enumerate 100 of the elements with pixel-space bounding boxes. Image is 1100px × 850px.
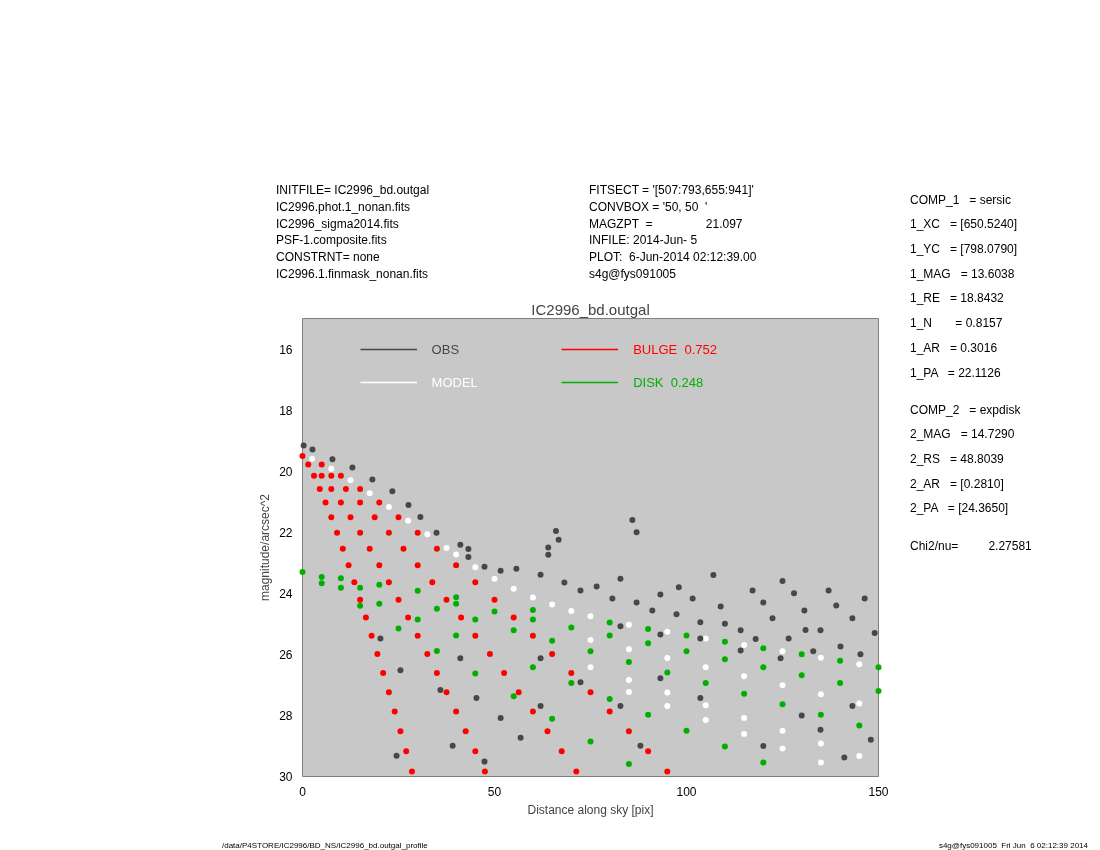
- chart-title: IC2996_bd.outgal: [531, 300, 650, 318]
- legend-label: OBS: [431, 341, 460, 357]
- point: [309, 455, 316, 462]
- point: [664, 655, 671, 662]
- point: [875, 664, 882, 671]
- x-axis-title: Distance along sky [pix]: [527, 802, 654, 817]
- point: [366, 490, 373, 497]
- point: [433, 648, 440, 654]
- point: [549, 715, 556, 722]
- y-tick-label: 20: [279, 464, 293, 479]
- point: [625, 688, 632, 695]
- point: [357, 602, 364, 609]
- point: [414, 587, 421, 594]
- point: [875, 688, 882, 694]
- point: [405, 517, 412, 524]
- point: [587, 738, 594, 745]
- y-tick-label: 30: [279, 770, 293, 784]
- point: [443, 545, 450, 552]
- point: [472, 616, 479, 623]
- y-tick-label: 28: [279, 708, 293, 723]
- point: [837, 680, 844, 687]
- point: [645, 626, 652, 633]
- point: [645, 711, 652, 718]
- point: [606, 619, 613, 626]
- point: [702, 702, 709, 709]
- point: [491, 575, 498, 582]
- point: [299, 568, 306, 575]
- point: [683, 632, 690, 639]
- point: [741, 731, 748, 738]
- point: [625, 621, 632, 628]
- point: [414, 616, 421, 623]
- point: [328, 465, 335, 472]
- point: [817, 740, 824, 747]
- text: /data/P4STORE/IC2996/BD_NS/IC2996_bd.outgal_profile: [222, 841, 429, 850]
- point: [568, 608, 575, 614]
- point: [760, 664, 767, 671]
- text: COMP_1 = sersic 1_XC = [650.5240] 1_YC = [798.0790] 1_MAG = 13.6038 1_RE = 18.8432 1_N = 0.8157 1_AR = 0.3016 1_PA = 22.1126: [910, 191, 1019, 382]
- y-tick-label: 18: [279, 403, 293, 418]
- point: [856, 753, 863, 760]
- point: [529, 664, 536, 671]
- point: [337, 575, 344, 582]
- point: [817, 691, 824, 698]
- point: [741, 641, 748, 648]
- point: [318, 574, 325, 581]
- point: [568, 680, 575, 687]
- y-tick-label: 26: [279, 647, 293, 662]
- point: [760, 645, 767, 652]
- point: [606, 695, 613, 702]
- point: [625, 760, 632, 767]
- point: [549, 601, 556, 608]
- point: [702, 717, 709, 724]
- point: [856, 722, 863, 729]
- point: [779, 648, 786, 655]
- point: [856, 661, 863, 668]
- x-tick-label: 50: [487, 784, 502, 799]
- point: [587, 648, 594, 655]
- point: [779, 745, 786, 752]
- y-axis-title: magnitude/arcsec^2: [258, 493, 273, 602]
- point: [395, 625, 402, 632]
- point: [702, 664, 709, 671]
- point: [721, 743, 728, 750]
- y-tick-label: 24: [279, 586, 293, 601]
- point: [741, 673, 748, 680]
- x-tick-label: 150: [868, 784, 889, 799]
- point: [664, 702, 671, 709]
- point: [721, 656, 728, 663]
- point: [472, 670, 479, 677]
- legend-label: DISK 0.248: [633, 374, 704, 390]
- point: [779, 682, 786, 689]
- point: [587, 664, 594, 671]
- text: s4g@fys091005 Fri Jun 6 02:12:39 2014: [937, 841, 1088, 850]
- point: [472, 564, 479, 571]
- point: [798, 651, 805, 658]
- x-tick-label: 0: [299, 784, 307, 799]
- point: [376, 600, 383, 607]
- point: [721, 638, 728, 645]
- point: [529, 594, 536, 601]
- point: [625, 659, 632, 665]
- point: [760, 759, 767, 766]
- point: [702, 680, 709, 687]
- point: [510, 585, 517, 592]
- point: [837, 657, 844, 664]
- point: [606, 632, 613, 639]
- point: [424, 531, 431, 538]
- legend-label: BULGE 0.752: [633, 341, 718, 357]
- point: [318, 580, 325, 587]
- point: [587, 637, 594, 644]
- point: [645, 640, 652, 647]
- point: [568, 624, 575, 631]
- point: [453, 594, 460, 601]
- point: [376, 581, 383, 588]
- point: [529, 616, 536, 623]
- point: [433, 605, 440, 612]
- point: [779, 701, 786, 708]
- point: [798, 672, 805, 679]
- point: [625, 646, 632, 653]
- point: [510, 693, 517, 700]
- point: [664, 689, 671, 696]
- point: [817, 654, 824, 661]
- y-tick-label: 22: [279, 525, 293, 540]
